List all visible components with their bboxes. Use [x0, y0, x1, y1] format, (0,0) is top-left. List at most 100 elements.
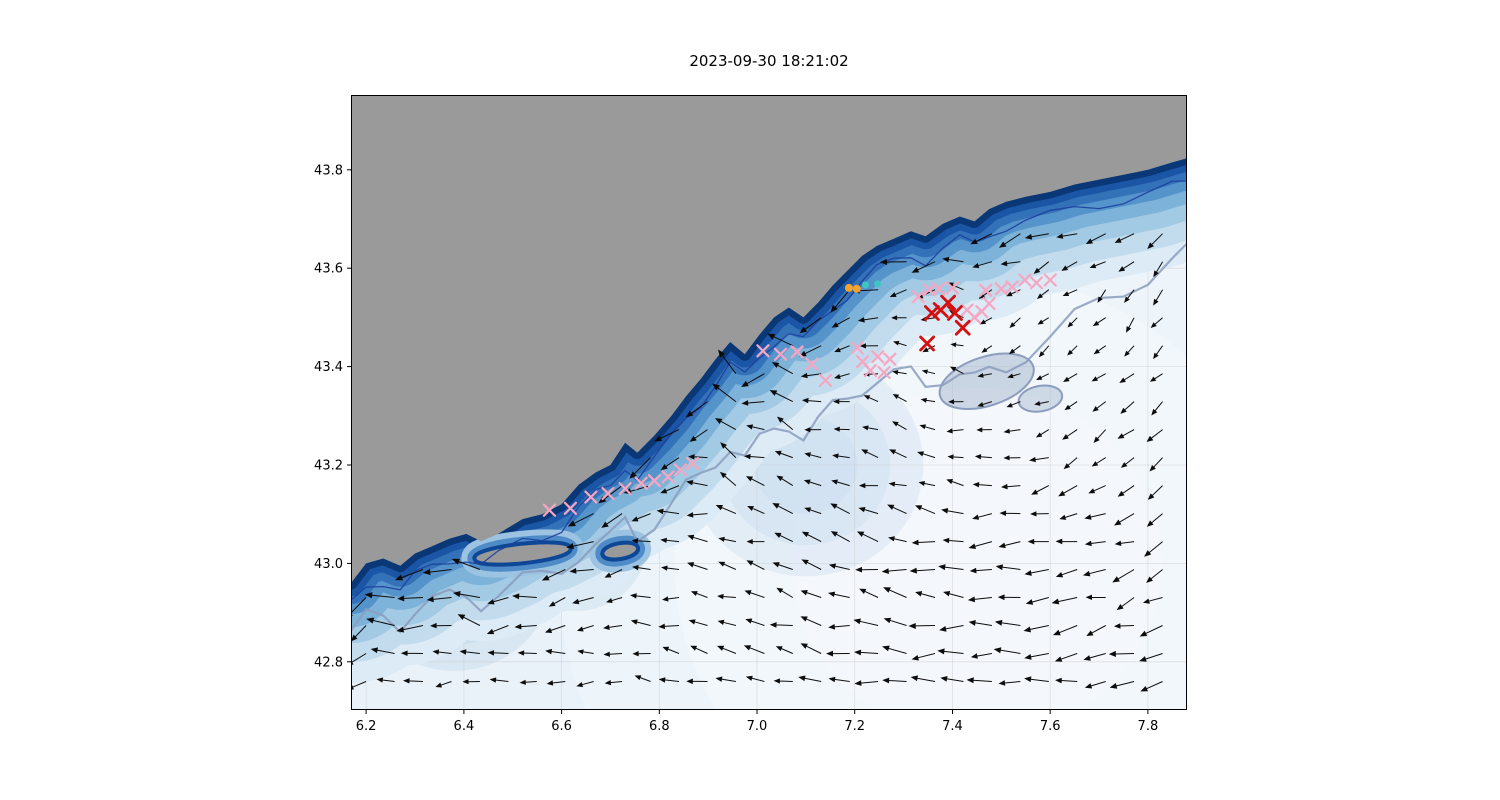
quiver-arrow	[489, 677, 509, 683]
quiver-arrow	[1067, 317, 1078, 328]
quiver-arrow	[1146, 569, 1163, 583]
y-tick-label: 43.4	[314, 360, 343, 375]
quiver-arrow	[976, 427, 992, 433]
quiver-arrow	[888, 481, 907, 487]
quiver-arrow	[966, 677, 992, 684]
quiver-arrow	[662, 596, 680, 602]
pink-x-marker	[818, 373, 832, 387]
quiver-arrow	[1024, 676, 1049, 683]
quiver-arrow	[859, 343, 879, 349]
pink-x-marker	[911, 290, 925, 304]
quiver-arrow	[1114, 513, 1135, 526]
quiver-arrow	[1151, 401, 1163, 416]
quiver-arrow	[968, 620, 992, 626]
quiver-arrow	[745, 675, 765, 682]
quiver-arrow	[1055, 569, 1078, 578]
quiver-arrow	[920, 397, 936, 403]
quiver-arrow	[462, 679, 480, 685]
quiver-arrow	[364, 592, 395, 599]
quiver-arrow	[1118, 261, 1135, 272]
quiver-arrow	[1097, 289, 1107, 303]
map-canvas	[351, 95, 1187, 710]
quiver-arrow	[967, 596, 992, 603]
x-tick-label: 6.8	[649, 719, 670, 734]
quiver-arrow	[741, 373, 765, 388]
quiver-arrow	[995, 564, 1021, 571]
pink-x-marker	[979, 283, 993, 297]
quiver-arrow	[855, 566, 879, 573]
quiver-arrow	[1062, 429, 1078, 440]
quiver-arrow	[1036, 373, 1050, 381]
quiver-arrow	[834, 373, 850, 379]
sea-shade-blob	[792, 387, 1162, 710]
quiver-arrow	[942, 537, 964, 544]
quiver-arrow	[745, 618, 765, 626]
quiver-arrow	[1082, 569, 1106, 577]
quiver-arrow	[946, 428, 964, 434]
quiver-arrow	[603, 624, 623, 630]
red-x-marker	[924, 305, 940, 321]
quiver-arrow	[972, 481, 992, 488]
quiver-arrow	[747, 505, 765, 515]
quiver-arrow	[863, 395, 879, 403]
quiver-arrow	[1035, 429, 1050, 438]
pink-x-marker	[982, 297, 996, 311]
quiver-arrow	[1112, 569, 1135, 583]
red-x-markers	[919, 294, 971, 352]
quiver-arrow	[689, 429, 708, 442]
quiver-arrow	[774, 532, 794, 543]
quiver-arrow	[351, 625, 367, 642]
quiver-arrow	[1084, 540, 1106, 547]
quiver-arrow	[720, 442, 737, 458]
quiver-arrow	[1084, 681, 1106, 689]
island-land	[476, 544, 569, 563]
quiver-arrow	[719, 471, 737, 486]
quiver-arrow	[891, 315, 907, 321]
quiver-arrow	[718, 561, 737, 570]
quiver-arrow	[972, 261, 993, 269]
quiver-arrow	[688, 454, 708, 460]
quiver-arrow	[566, 541, 594, 550]
quiver-arrow	[994, 619, 1021, 626]
quiver-arrow	[830, 531, 850, 543]
quiver-arrow	[435, 681, 452, 688]
quiver-arrow	[631, 538, 651, 544]
quiver-arrow	[1114, 540, 1135, 546]
quiver-arrow	[746, 538, 765, 545]
quiver-arrow	[772, 503, 794, 515]
quiver-arrow	[715, 676, 736, 682]
quiver-arrow	[777, 416, 794, 430]
quiver-arrow	[998, 680, 1021, 686]
quiver-arrow	[800, 616, 822, 626]
shelf-contour	[351, 180, 1187, 601]
quiver-arrow	[1117, 429, 1135, 439]
pink-x-marker	[542, 503, 556, 517]
quiver-arrow	[686, 479, 708, 487]
quiver-arrow	[717, 619, 737, 626]
quiver-arrow	[746, 560, 765, 570]
quiver-arrow	[426, 596, 452, 603]
quiver-arrow	[1150, 317, 1163, 329]
pink-x-marker	[863, 363, 877, 378]
quiver-arrow	[892, 369, 907, 375]
quiver-arrow	[830, 503, 850, 515]
pink-x-marker	[1018, 273, 1032, 287]
quiver-arrow	[769, 622, 793, 628]
pink-x-marker	[850, 341, 864, 355]
quiver-arrow	[1024, 233, 1049, 240]
quiver-arrow	[712, 383, 737, 402]
orange-dot-marker	[844, 283, 853, 292]
quiver-arrow	[604, 569, 623, 578]
quiver-arrow	[1086, 625, 1106, 637]
quiver-arrow	[917, 451, 936, 459]
quiver-arrow	[1007, 373, 1021, 379]
quiver-arrow	[882, 645, 907, 654]
quiver-arrow	[853, 618, 879, 626]
quiver-arrow	[911, 539, 936, 546]
quiver-arrow	[1120, 401, 1135, 414]
quiver-arrow	[452, 591, 480, 598]
quiver-arrow	[939, 625, 964, 632]
quiver-arrow	[1146, 513, 1163, 527]
quiver-arrow	[1061, 261, 1078, 271]
